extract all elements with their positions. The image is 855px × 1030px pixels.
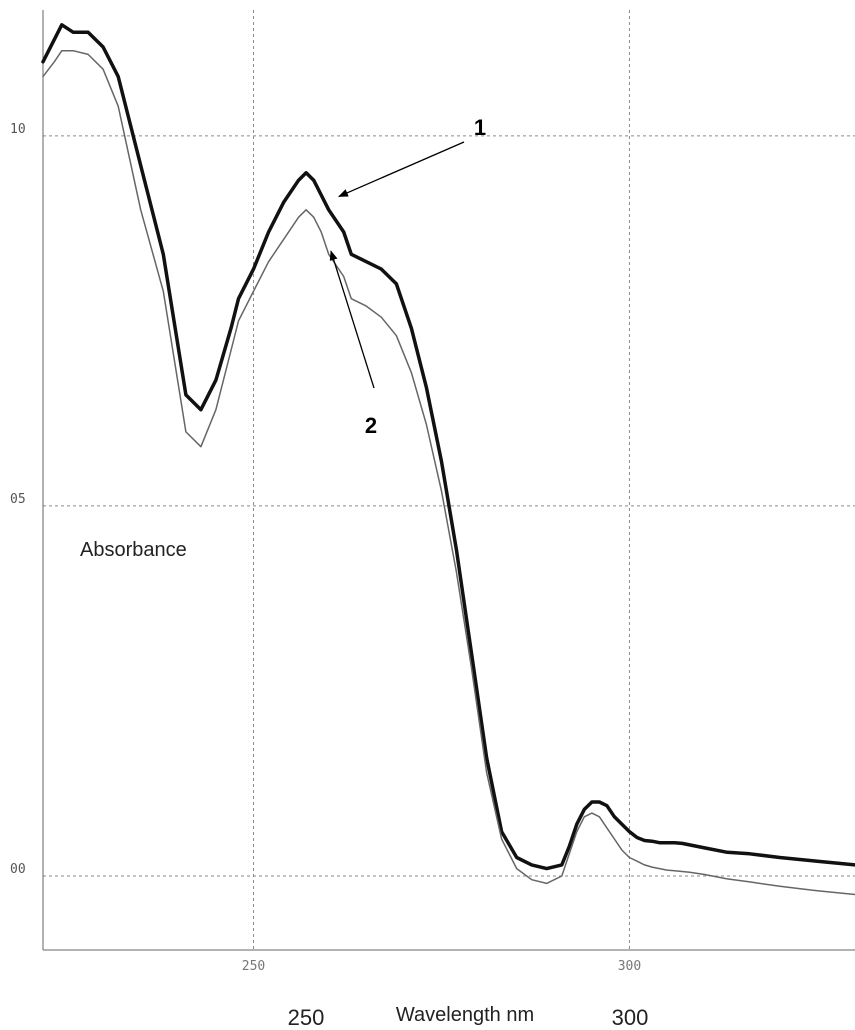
y-tick-label-00: 00 [10, 862, 26, 877]
annotation-label-1: 1 [474, 115, 486, 140]
grid [43, 10, 855, 950]
x-tick-label-300: 300 [612, 1005, 649, 1030]
series [41, 23, 855, 896]
x-tick-label-faint-300: 300 [618, 959, 641, 974]
x-tick-label-faint-250: 250 [242, 959, 265, 974]
annotation-label-2: 2 [365, 413, 377, 438]
series-line-1 [41, 23, 855, 871]
y-tick-label-05: 05 [10, 492, 26, 507]
x-tick-label-250: 250 [288, 1005, 325, 1030]
axes [42, 10, 855, 951]
annotation-arrow-1 [338, 141, 465, 198]
y-tick-labels: 10 05 00 [10, 122, 26, 877]
annotations: 12 [329, 115, 486, 438]
y-axis-label: Absorbance [80, 539, 187, 561]
series-line-2 [42, 49, 855, 896]
y-tick-label-10: 10 [10, 122, 26, 137]
x-tick-labels-faint: 250 300 [242, 959, 641, 974]
x-axis-label: Wavelength nm [396, 1004, 534, 1026]
annotation-arrow-2 [329, 250, 375, 389]
